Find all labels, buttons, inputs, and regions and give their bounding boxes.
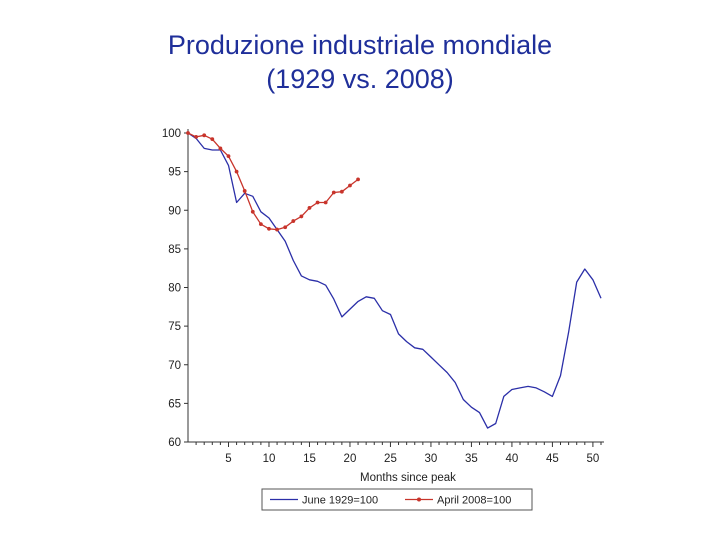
- x-tick-label: 15: [303, 453, 316, 465]
- x-tick-label: 25: [384, 453, 397, 465]
- y-tick-label: 70: [168, 360, 181, 372]
- data-point-april-2008: [307, 206, 312, 210]
- y-tick-label: 90: [168, 205, 181, 217]
- data-point-april-2008: [218, 146, 223, 151]
- data-point-april-2008: [323, 200, 328, 205]
- x-tick-label: 50: [587, 453, 600, 465]
- series-lines: [186, 131, 602, 429]
- y-tick-label: 60: [168, 437, 181, 449]
- x-tick-label: 10: [263, 453, 276, 465]
- data-point-april-2008: [275, 227, 279, 232]
- data-point-april-2008: [234, 169, 239, 174]
- legend-label-april-2008: April 2008=100: [437, 495, 511, 507]
- x-tick-label: 20: [344, 453, 357, 465]
- data-point-april-2008: [348, 183, 352, 188]
- legend: June 1929=100 April 2008=100: [261, 488, 533, 511]
- legend-marker-april-2008: [417, 497, 421, 502]
- y-tick-label: 100: [162, 128, 181, 140]
- x-tick-label: 40: [506, 453, 519, 465]
- title-line-1: Produzione industriale mondiale: [167, 30, 553, 60]
- data-point-april-2008: [186, 131, 190, 135]
- data-point-april-2008: [194, 134, 198, 139]
- data-point-april-2008: [356, 177, 360, 182]
- data-point-april-2008: [283, 225, 288, 230]
- data-point-april-2008: [331, 190, 336, 195]
- data-point-april-2008: [202, 133, 207, 138]
- title-line-2: (1929 vs. 2008): [266, 64, 454, 94]
- x-axis-title: Months since peak: [360, 472, 456, 484]
- slide-title: Produzione industriale mondiale (1929 vs…: [0, 28, 720, 96]
- x-tick-label: 45: [546, 453, 559, 465]
- y-tick-label: 95: [168, 167, 181, 179]
- x-tick-label: 5: [225, 453, 231, 465]
- axes: 60 65 70 75 80 85 90 95 100 5 10 15 20 25 30 35 40 45 50: [162, 128, 604, 465]
- data-point-april-2008: [339, 189, 344, 194]
- y-tick-label: 85: [168, 244, 181, 256]
- data-point-april-2008: [250, 209, 255, 214]
- y-tick-label: 75: [168, 321, 181, 333]
- data-point-april-2008: [226, 154, 231, 159]
- data-point-april-2008: [267, 226, 271, 231]
- series-line-april-2008: [187, 132, 359, 231]
- x-tick-label: 30: [425, 453, 438, 465]
- data-point-april-2008: [291, 219, 296, 223]
- legend-frame: [261, 488, 533, 511]
- data-point-april-2008: [210, 137, 215, 142]
- y-tick-label: 80: [168, 283, 181, 295]
- data-point-april-2008: [258, 222, 263, 227]
- x-tick-label: 35: [465, 453, 478, 465]
- legend-label-june-1929: June 1929=100: [302, 495, 378, 507]
- y-tick-label: 65: [168, 398, 181, 410]
- series-line-june-1929: [187, 132, 602, 429]
- data-point-april-2008: [299, 214, 304, 219]
- data-point-april-2008: [242, 189, 247, 193]
- data-point-april-2008: [315, 200, 320, 205]
